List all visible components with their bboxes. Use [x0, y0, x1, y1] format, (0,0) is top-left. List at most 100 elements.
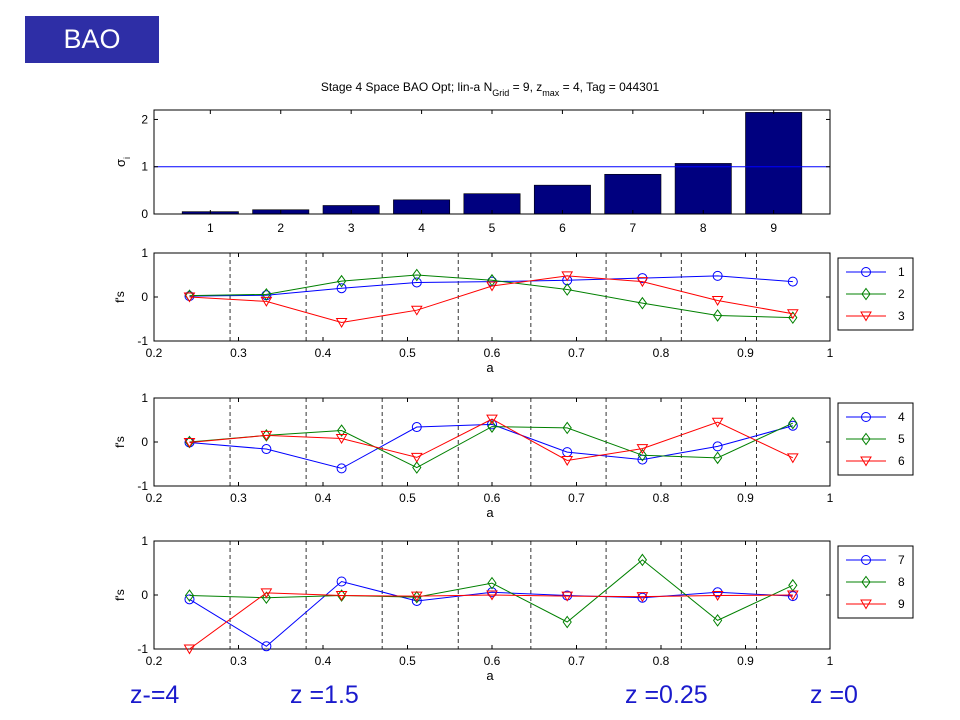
xtick-label: 0.7	[568, 491, 585, 505]
bao-badge: BAO	[25, 16, 159, 63]
legend-marker-2	[861, 287, 871, 301]
legend-label-9: 9	[898, 597, 905, 611]
series-8-point	[562, 615, 572, 629]
series-line-8	[189, 559, 794, 623]
ytick-label: -1	[137, 642, 148, 656]
bar-ytick-label: 2	[141, 112, 148, 126]
panel-ylabel: f's	[113, 291, 127, 303]
series-6-point	[711, 417, 724, 428]
legend-label-5: 5	[898, 432, 905, 446]
legend-marker-9	[860, 599, 872, 610]
xtick-label: 0.7	[568, 346, 585, 360]
series-9-point	[561, 591, 574, 602]
series-line-2	[189, 274, 793, 319]
xtick-label: 0.6	[484, 491, 501, 505]
legend-marker-8	[861, 575, 871, 589]
series-2-point	[261, 288, 272, 301]
series-7-point	[336, 576, 347, 587]
bar-ylabel: σi	[113, 157, 132, 167]
xtick-label: 1	[827, 346, 834, 360]
series-4-point	[411, 422, 422, 433]
bar-xtick-label: 6	[559, 221, 566, 235]
ytick-label: -1	[137, 334, 148, 348]
series-6-point	[183, 437, 196, 448]
panel-ylabel: f's	[113, 589, 127, 601]
series-line-7	[189, 580, 793, 647]
series-6-point	[410, 452, 423, 463]
series-5-point	[788, 416, 798, 430]
legend-label-2: 2	[898, 287, 905, 301]
series-3-point	[335, 318, 348, 329]
xtick-label: 0.8	[653, 654, 670, 668]
legend-marker-6	[860, 456, 872, 467]
series-7-point	[184, 594, 195, 605]
z-label-1-5: z =1.5	[290, 681, 359, 709]
series-2-point	[637, 296, 648, 310]
series-9-point	[410, 591, 423, 602]
series-2-point	[336, 274, 347, 288]
bar-9	[745, 112, 803, 215]
xtick-label: 0.2	[146, 491, 163, 505]
xtick-label: 0.2	[146, 654, 163, 668]
series-5-point	[712, 451, 723, 465]
legend-marker-3	[860, 311, 872, 322]
panel-ylabel: f's	[113, 436, 127, 448]
ytick-label: 0	[141, 588, 148, 602]
series-3-point	[636, 277, 649, 288]
series-line-5	[189, 422, 794, 469]
series-7-point	[261, 641, 272, 652]
legend-label-6: 6	[898, 454, 905, 468]
series-6-point	[335, 433, 348, 444]
series-3-point	[786, 309, 799, 320]
bar-7	[604, 173, 662, 215]
ytick-label: 0	[141, 290, 148, 304]
series-9-point	[786, 590, 799, 601]
xtick-label: 0.9	[737, 654, 754, 668]
z-label-0: z =0	[810, 681, 858, 709]
series-5-point	[261, 429, 272, 442]
bar-xtick-label: 3	[348, 221, 355, 235]
bar-ytick-label: 1	[141, 160, 148, 174]
series-4-point	[336, 463, 347, 474]
bar-xtick-label: 1	[207, 221, 214, 235]
series-8-point	[336, 589, 347, 602]
series-7-point	[637, 592, 648, 603]
xtick-label: 0.2	[146, 346, 163, 360]
xtick-label: 0.4	[315, 491, 332, 505]
bar-xtick-label: 2	[277, 221, 284, 235]
series-6-point	[561, 455, 574, 466]
series-9-point	[183, 644, 196, 655]
xtick-label: 0.3	[230, 491, 247, 505]
panel-xlabel: a	[486, 360, 494, 375]
series-6-point	[636, 444, 649, 455]
series-6-point	[486, 414, 498, 425]
legend-marker-1	[861, 267, 871, 277]
series-line-9	[189, 592, 793, 650]
panel-xlabel: a	[486, 668, 494, 683]
series-1-point	[787, 276, 798, 287]
xtick-label: 1	[827, 491, 834, 505]
series-8-point	[712, 614, 723, 627]
xtick-label: 0.5	[399, 654, 416, 668]
xtick-label: 0.8	[653, 491, 670, 505]
ytick-label: 1	[141, 534, 148, 548]
bar-xtick-label: 4	[418, 221, 425, 235]
series-3-point	[711, 296, 724, 307]
xtick-label: 0.4	[315, 654, 332, 668]
legend-marker-5	[861, 432, 871, 446]
series-line-3	[189, 275, 793, 324]
series-3-point	[486, 281, 498, 292]
series-8-point	[487, 576, 497, 590]
legend-label-4: 4	[898, 410, 905, 424]
series-5-point	[562, 421, 572, 435]
legend-label-8: 8	[898, 575, 905, 589]
series-line-6	[189, 418, 794, 462]
series-9-point	[486, 590, 498, 601]
xtick-label: 0.3	[230, 346, 247, 360]
bar-xtick-label: 8	[700, 221, 707, 235]
xtick-label: 0.6	[484, 654, 501, 668]
xtick-label: 0.7	[568, 654, 585, 668]
series-4-point	[261, 444, 272, 455]
xtick-label: 1	[827, 654, 834, 668]
series-8-point	[184, 589, 195, 602]
